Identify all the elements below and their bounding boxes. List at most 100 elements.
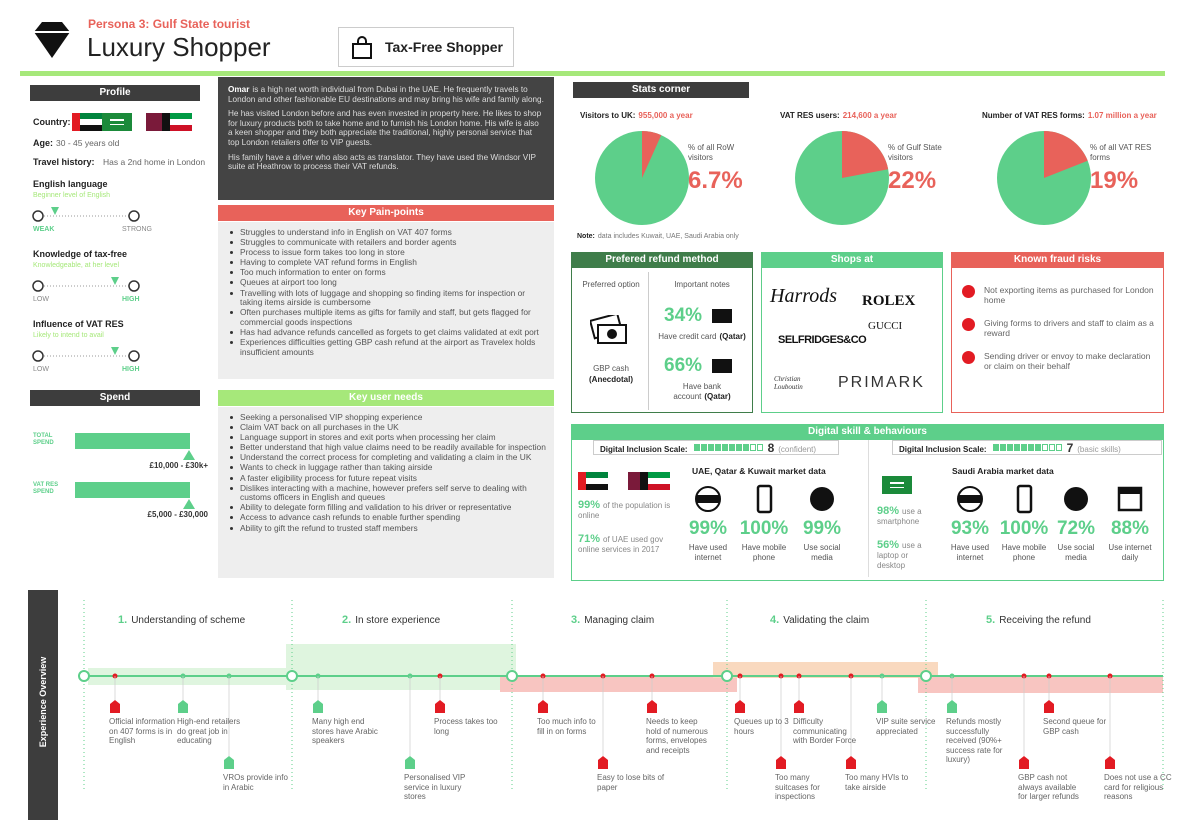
scale-square — [721, 444, 728, 452]
flag-stripe — [138, 113, 146, 131]
slider-marker — [111, 277, 119, 285]
bio-paragraph: He has visited London before and has eve… — [228, 109, 542, 147]
slider-marker — [51, 207, 59, 215]
metric-figure: 100% — [739, 518, 789, 539]
stage-name: Managing claim — [584, 615, 655, 626]
scale-score: 8 — [767, 441, 775, 455]
country-label: Country: — [33, 117, 71, 127]
scale-box: Digital Inclusion Scale: 7 (basic skills) — [892, 440, 1162, 455]
stage-node — [78, 670, 90, 682]
scale-subtitle: Likely to intend to avail — [33, 332, 104, 339]
page-title: Luxury Shopper — [87, 32, 271, 62]
stage-node — [506, 670, 518, 682]
stage-title: 2. In store experience — [342, 614, 440, 626]
scale-square — [1041, 444, 1048, 452]
flag-stripe — [890, 487, 904, 488]
list-item: Wants to check in luggage rather than ta… — [226, 463, 546, 473]
fact-figure: 99% — [578, 499, 601, 511]
spend-bar — [75, 433, 190, 449]
metric-figure: 100% — [999, 518, 1049, 539]
note-text: Have credit card (Qatar) — [655, 332, 749, 342]
scale-title: English language — [33, 179, 108, 189]
spend-label: TOTAL SPEND — [33, 433, 54, 446]
journey-note: Easy to lose bits of paper — [597, 773, 665, 792]
fact-figure: 56% — [877, 539, 900, 551]
stage-band — [918, 677, 1163, 693]
risk-icon — [962, 285, 975, 298]
note-marker — [1105, 756, 1115, 769]
age: 30 - 45 years old — [56, 138, 120, 148]
stage-name: Receiving the refund — [999, 615, 1091, 626]
note-icon — [712, 359, 732, 373]
scale-squares — [693, 441, 764, 456]
flag-stripe — [578, 472, 586, 490]
scale-title: Knowledge of tax-free — [33, 249, 128, 259]
diamond-icon — [34, 22, 70, 58]
digital-divider — [868, 440, 869, 577]
flag-stripe — [162, 119, 192, 125]
scale-note: (basic skills) — [1077, 445, 1121, 454]
stage-number: 1. — [118, 614, 128, 626]
flag-stripe — [620, 472, 628, 490]
fact-text: of the population is online — [578, 501, 671, 520]
scale-square — [1027, 444, 1034, 452]
list-item: A faster eligibility process for future … — [226, 473, 546, 484]
risk-text: Sending driver or envoy to make declarat… — [984, 351, 1151, 371]
fact: 99% of the population is online — [578, 500, 673, 521]
icon-shape — [712, 359, 732, 373]
flag-qatar — [138, 113, 168, 131]
note-marker — [178, 700, 188, 713]
list-item: Experiences difficulties getting GBP cas… — [226, 337, 546, 357]
note-label: Note: — [577, 233, 595, 240]
note-qualifier: (Qatar) — [719, 332, 746, 341]
journey-note: Official information on 407 forms is in … — [109, 717, 176, 745]
scale-high: HIGH — [122, 296, 140, 303]
scale-square — [742, 444, 749, 452]
option: GBP cash — [593, 364, 629, 373]
flag-stripe — [72, 113, 80, 131]
note-text: Have bank account (Qatar) — [655, 382, 749, 402]
travel: Has a 2nd home in London — [103, 157, 206, 167]
badge-text: Tax-Free Shopper — [385, 39, 503, 55]
cash-icon — [590, 315, 627, 344]
list-item: Struggles to understand info in English … — [226, 227, 546, 238]
section-heading: Shops at — [761, 252, 943, 268]
slider-end — [128, 350, 140, 362]
flag-stripe — [578, 484, 608, 490]
stat-share: 22% — [888, 167, 937, 194]
scale-square — [1034, 444, 1041, 452]
metric-icon — [695, 486, 721, 512]
stage-name: Understanding of scheme — [131, 615, 246, 626]
flag-stripe — [162, 125, 192, 131]
market-title: UAE, Qatar & Kuwait market data — [692, 466, 826, 476]
metric-text: Use social media — [1057, 543, 1095, 562]
stage-number: 3. — [571, 614, 581, 626]
list-item: Queues at airport too long — [226, 278, 546, 288]
flag-saudi — [882, 476, 912, 494]
pie-slice — [842, 131, 889, 178]
section-heading: Known fraud risks — [951, 252, 1164, 268]
flag-kuwait — [162, 113, 192, 131]
flag-stripe — [578, 478, 608, 484]
pie — [595, 131, 689, 225]
stat-label: Number of VAT RES forms: 1.07 million a y… — [982, 111, 1157, 120]
list-item: Often purchases multiple items as gifts … — [226, 307, 546, 327]
social — [1064, 487, 1088, 511]
flag-stripe — [640, 478, 670, 484]
scale-box: Digital Inclusion Scale: 8 (confident) — [593, 440, 839, 455]
risk-icon — [962, 351, 975, 364]
risk-text: Not exporting items as purchased for Lon… — [984, 285, 1154, 305]
note-marker — [598, 756, 608, 769]
option-note: (Anecdotal) — [589, 375, 633, 384]
stage-number: 5. — [986, 614, 996, 626]
coin — [607, 329, 617, 339]
list-item: Travelling with lots of luggage and shop… — [226, 288, 546, 308]
stage-title: 5. Receiving the refund — [986, 614, 1091, 626]
brand: ROLEX — [862, 293, 916, 309]
pie — [795, 131, 889, 225]
stage-title: 3. Managing claim — [571, 614, 654, 626]
scale-square — [714, 444, 721, 452]
note-marker — [877, 700, 887, 713]
note-marker — [647, 700, 657, 713]
scale-square — [749, 444, 756, 452]
